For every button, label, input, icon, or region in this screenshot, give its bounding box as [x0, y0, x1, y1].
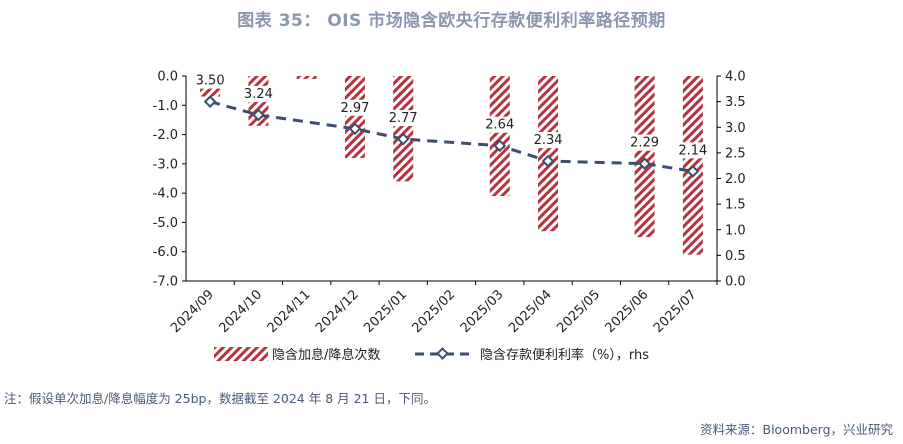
data-label-bg [240, 85, 277, 102]
x-tick-label: 2025/01 [361, 287, 410, 336]
x-tick-label: 2025/07 [651, 287, 700, 336]
x-tick-label: 2024/12 [313, 287, 362, 336]
data-label: 2.77 [389, 111, 418, 126]
rate-marker [252, 108, 265, 122]
x-tick-label: 2024/09 [168, 287, 217, 336]
x-tick-label: 2025/02 [410, 287, 459, 336]
left-tick-label: -4.0 [153, 187, 178, 202]
legend-line-marker [436, 347, 449, 360]
data-label-bg [626, 134, 663, 151]
bars [200, 76, 703, 255]
right-tick-label: 2.0 [725, 172, 746, 187]
right-tick-label: 0.0 [725, 275, 746, 290]
source-note: 资料来源：Bloomberg，兴业研究 [700, 422, 893, 437]
data-label: 3.24 [244, 87, 273, 102]
left-tick-label: 0.0 [157, 70, 178, 85]
x-tick-label: 2025/06 [603, 287, 652, 336]
left-tick-label: -2.0 [153, 128, 178, 143]
left-tick-label: -6.0 [153, 245, 178, 260]
right-tick-label: 3.5 [725, 95, 746, 110]
rate-marker [686, 164, 700, 178]
right-tick-label: 1.0 [725, 223, 746, 238]
rate-marker [203, 95, 217, 108]
right-tick-label: 4.0 [725, 70, 746, 85]
legend-bar-swatch [214, 347, 268, 361]
data-label: 2.34 [534, 133, 563, 148]
bar [344, 76, 365, 158]
rate-marker [348, 122, 362, 136]
right-tick-label: 0.5 [725, 249, 746, 264]
data-label-bg [530, 132, 567, 149]
x-tick-label: 2024/10 [216, 287, 265, 336]
right-tick-label: 1.5 [725, 198, 746, 213]
rate-line-path [209, 100, 694, 173]
bar [296, 76, 317, 79]
data-label-bg [336, 99, 373, 116]
bar [393, 76, 414, 182]
bar [538, 76, 559, 232]
data-label: 2.29 [630, 136, 659, 151]
data-label-bg [385, 110, 422, 127]
data-label: 2.64 [485, 118, 514, 133]
bar [489, 76, 510, 197]
data-label: 3.50 [196, 74, 225, 89]
right-tick-label: 3.0 [725, 121, 746, 136]
legend: 隐含加息/降息次数 隐含存款便利利率（%），rhs [214, 347, 649, 363]
left-tick-label: -3.0 [153, 157, 178, 172]
legend-line-label: 隐含存款便利利率（%），rhs [480, 347, 649, 363]
data-label-bg [674, 142, 711, 159]
x-tick-label: 2025/03 [458, 287, 507, 336]
x-tick-label: 2025/05 [554, 287, 603, 336]
rate-marker [638, 157, 651, 171]
rate-marker [396, 132, 410, 146]
x-tick-label: 2024/11 [265, 287, 314, 336]
data-label: 2.97 [340, 101, 369, 116]
legend-bar-label: 隐含加息/降息次数 [272, 347, 380, 363]
rate-marker [541, 154, 555, 168]
footnote: 注：假设单次加息/降息幅度为 25bp，数据截至 2024 年 8 月 21 日… [4, 391, 436, 406]
data-labels: 3.50 3.24 2.97 2.77 2.64 2.34 2.29 2.14 [192, 72, 711, 159]
data-label-bg [481, 116, 518, 133]
left-tick-label: -5.0 [153, 216, 178, 231]
chart-title: 图表 35： OIS 市场隐含欧央行存款便利利率路径预期 [237, 11, 666, 31]
data-label: 2.14 [678, 143, 707, 158]
left-tick-label: -7.0 [153, 275, 178, 290]
bar [634, 76, 655, 238]
right-tick-label: 2.5 [725, 146, 746, 161]
rate-line [203, 95, 700, 178]
left-tick-label: -1.0 [153, 99, 178, 114]
axes: 0.0 -1.0 -2.0 -3.0 -4.0 -5.0 -6.0 -7.0 4.0 3.5 3.0… [153, 70, 746, 337]
rate-marker [493, 139, 507, 153]
data-label-bg [192, 72, 229, 89]
x-tick-label: 2025/04 [506, 287, 555, 336]
